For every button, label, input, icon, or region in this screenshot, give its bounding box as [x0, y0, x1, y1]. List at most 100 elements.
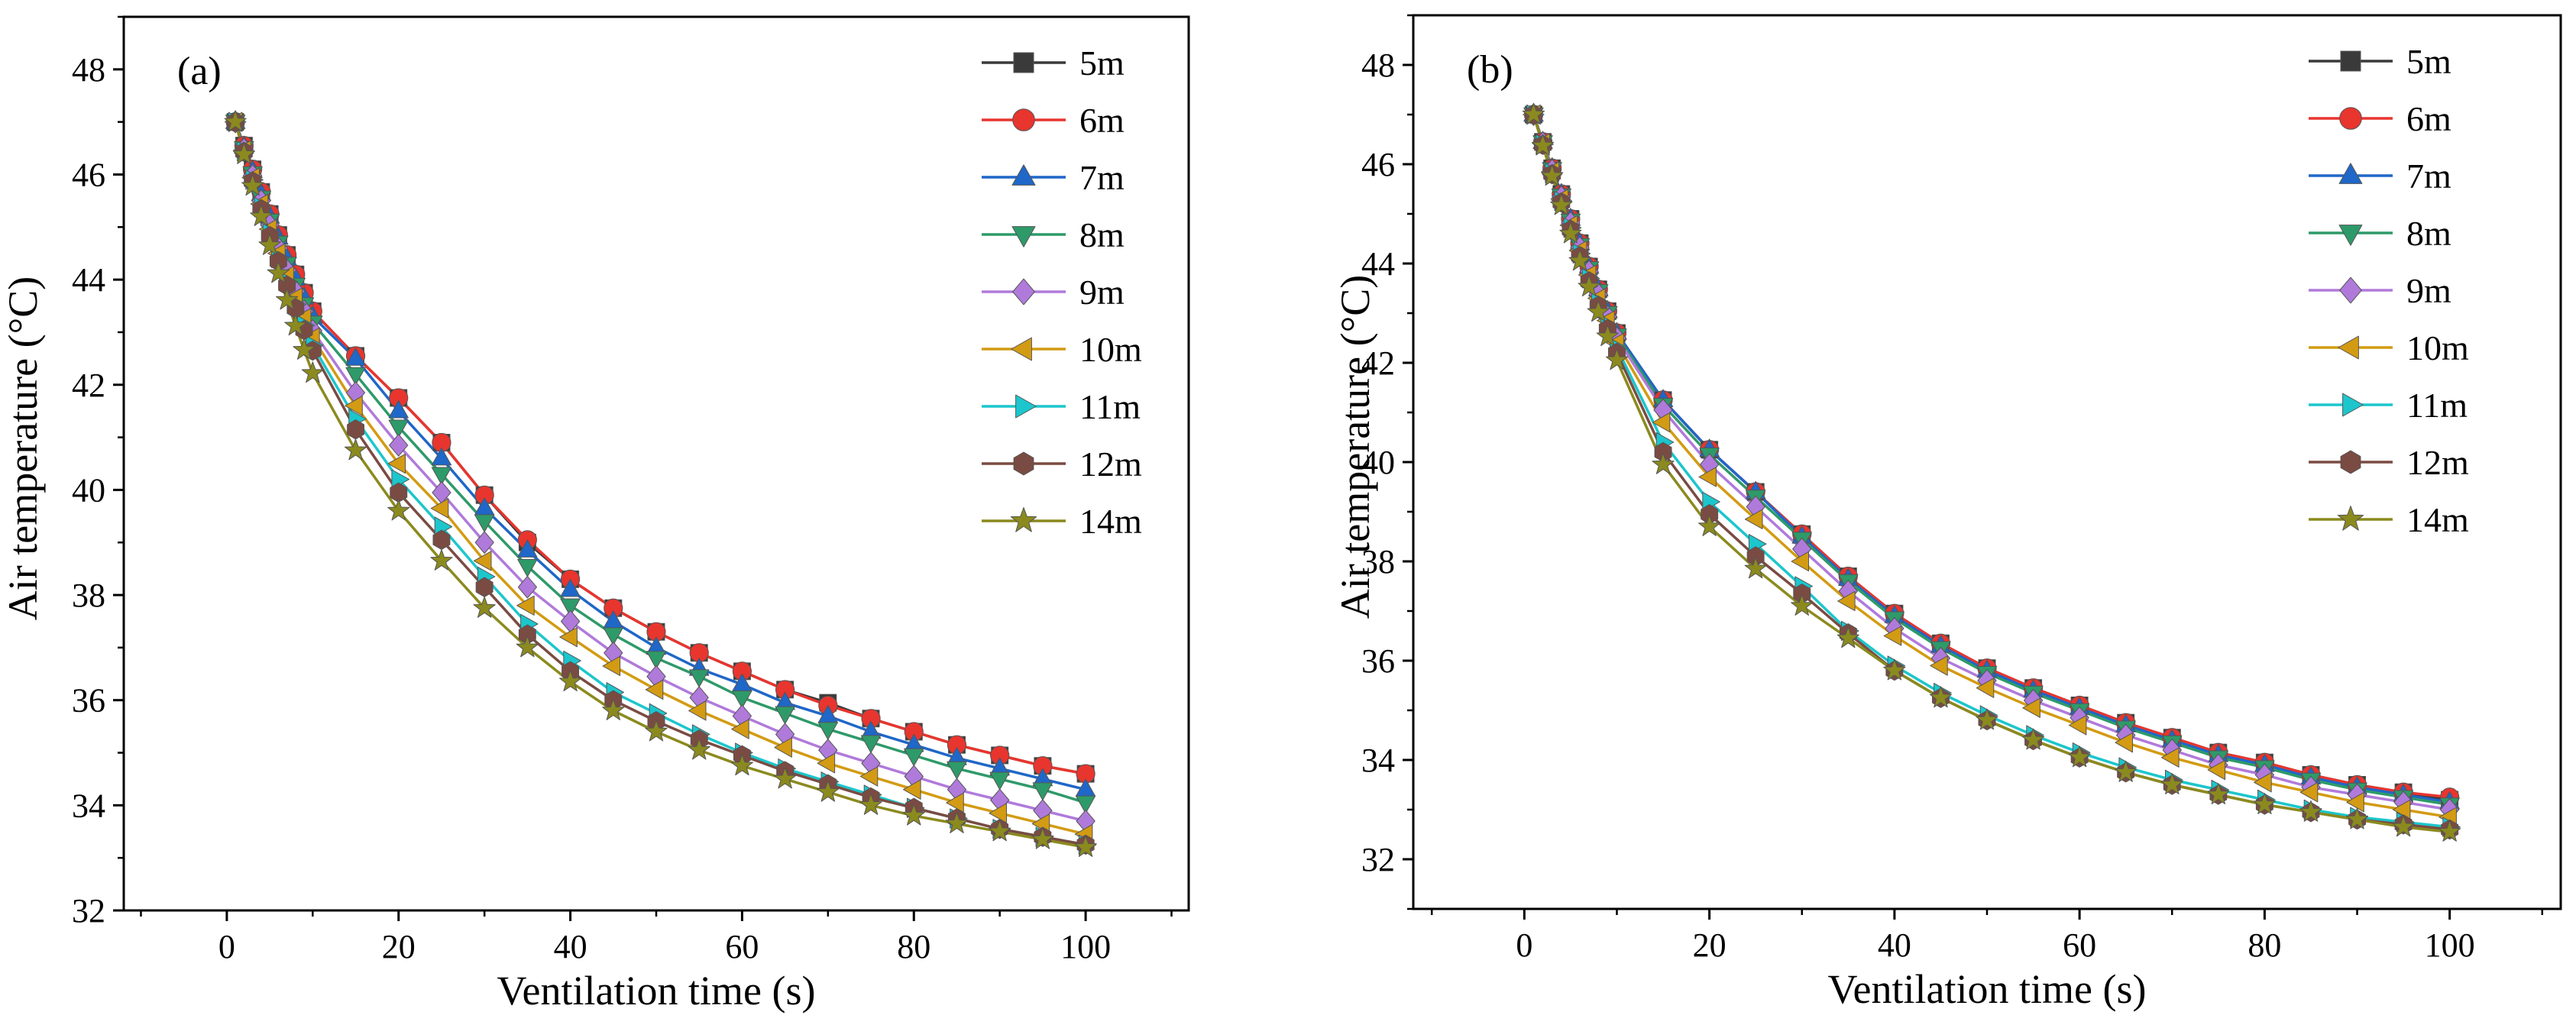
data-point-8m [689, 669, 710, 687]
data-point-8m [860, 735, 882, 753]
data-point-14m [645, 719, 668, 742]
x-tick-label: 60 [2063, 926, 2096, 964]
data-point-14m [1578, 275, 1600, 297]
data-point-14m [2253, 793, 2276, 814]
data-point-10m [559, 627, 578, 648]
series-line-7m [1532, 114, 2450, 804]
data-point-14m [276, 288, 299, 310]
data-point-14m [241, 174, 264, 196]
legend-label-9m: 9m [2406, 271, 2451, 310]
data-point-8m [603, 627, 623, 645]
data-point-10m [1698, 467, 1717, 487]
y-tick-label: 38 [72, 577, 105, 614]
data-point-14m [2299, 800, 2322, 822]
x-tick-label: 100 [1060, 928, 1111, 965]
x-tick-label: 0 [1516, 926, 1532, 964]
data-point-10m [1791, 551, 1809, 572]
data-point-14m [516, 635, 539, 658]
data-point-9m [517, 575, 537, 599]
data-point-14m [602, 699, 625, 720]
data-point-8m [989, 771, 1010, 791]
y-tick-label: 44 [1361, 245, 1395, 283]
legend-marker-5m [1013, 52, 1034, 73]
data-point-10m [2346, 792, 2364, 813]
data-point-14m [730, 754, 753, 776]
x-tick-label: 40 [1878, 926, 1911, 964]
data-point-10m [903, 779, 921, 800]
data-point-14m [1605, 348, 1629, 370]
data-point-8m [775, 706, 795, 725]
y-tick-label: 34 [1361, 742, 1395, 779]
legend-marker-10m [1011, 337, 1032, 361]
y-tick-label: 32 [72, 892, 105, 930]
data-point-14m [250, 205, 273, 226]
legend-label-10m: 10m [2406, 328, 2469, 367]
data-point-10m [345, 396, 363, 416]
data-point-14m [1837, 626, 1859, 648]
data-point-14m [232, 143, 255, 164]
data-point-14m [2021, 728, 2045, 750]
legend-marker-12m [1013, 451, 1034, 476]
data-point-10m [1930, 655, 1948, 676]
chart-panel-a: 0 20 40 60 80 100 32 34 36 38 40 42 44 46 48 Ventilatio… [0, 15, 1190, 1014]
data-point-10m [2161, 747, 2180, 768]
data-point-7m [345, 348, 366, 366]
data-point-14m [284, 314, 307, 336]
legend-marker-9m [2339, 276, 2362, 304]
x-tick-label: 60 [725, 928, 759, 965]
y-tick-label: 48 [72, 51, 105, 89]
data-point-14m [817, 780, 840, 802]
x-axis-title: Ventilation time (s) [497, 968, 816, 1014]
data-point-14m [1976, 708, 1998, 730]
data-point-10m [946, 792, 964, 813]
data-point-14m [774, 767, 797, 789]
data-point-10m [1652, 412, 1671, 433]
data-point-14m [2438, 820, 2461, 842]
data-point-14m [2115, 760, 2137, 782]
data-point-14m [293, 338, 316, 360]
data-point-8m [1032, 782, 1053, 800]
data-point-14m [1532, 134, 1555, 156]
data-point-10m [688, 700, 707, 721]
panel-label: (a) [177, 50, 222, 93]
legend-label-9m: 9m [1079, 273, 1125, 312]
y-tick-label: 46 [1361, 146, 1395, 183]
data-point-8m [947, 761, 967, 780]
data-point-14m [945, 812, 969, 833]
x-tick-label: 20 [1693, 926, 1727, 964]
data-point-14m [267, 261, 290, 283]
data-point-8m [646, 651, 667, 669]
data-point-10m [2022, 697, 2040, 718]
series-line-8m [1532, 114, 2450, 807]
data-point-14m [1522, 102, 1545, 124]
data-point-8m [431, 467, 452, 485]
legend-marker-11m [2342, 393, 2364, 417]
data-point-14m [2068, 745, 2091, 768]
data-point-14m [224, 110, 247, 132]
legend-label-14m: 14m [1079, 502, 1142, 541]
legend-marker-6m [1012, 108, 1035, 131]
data-point-10m [2068, 715, 2087, 736]
data-point-10m [859, 766, 879, 787]
data-point-8m [474, 514, 495, 532]
data-point-14m [902, 804, 925, 826]
legend-label-8m: 8m [2406, 214, 2451, 253]
data-point-10m [516, 595, 535, 616]
data-point-9m [389, 434, 409, 457]
data-point-10m [473, 551, 492, 571]
data-point-7m [517, 539, 538, 558]
data-point-14m [2345, 807, 2369, 829]
data-point-10m [2254, 772, 2272, 793]
legend-label-6m: 6m [2406, 99, 2451, 138]
data-point-10m [731, 719, 749, 739]
data-point-7m [431, 447, 452, 466]
data-point-14m [473, 596, 496, 618]
legend-marker-6m [2339, 107, 2362, 130]
data-point-10m [1744, 509, 1763, 529]
data-point-10m [1883, 626, 1902, 646]
y-tick-label: 36 [72, 682, 105, 719]
legend-label-12m: 12m [2406, 443, 2469, 482]
legend-label-7m: 7m [2406, 157, 2451, 196]
data-point-14m [1587, 300, 1610, 322]
data-point-10m [2115, 732, 2133, 753]
